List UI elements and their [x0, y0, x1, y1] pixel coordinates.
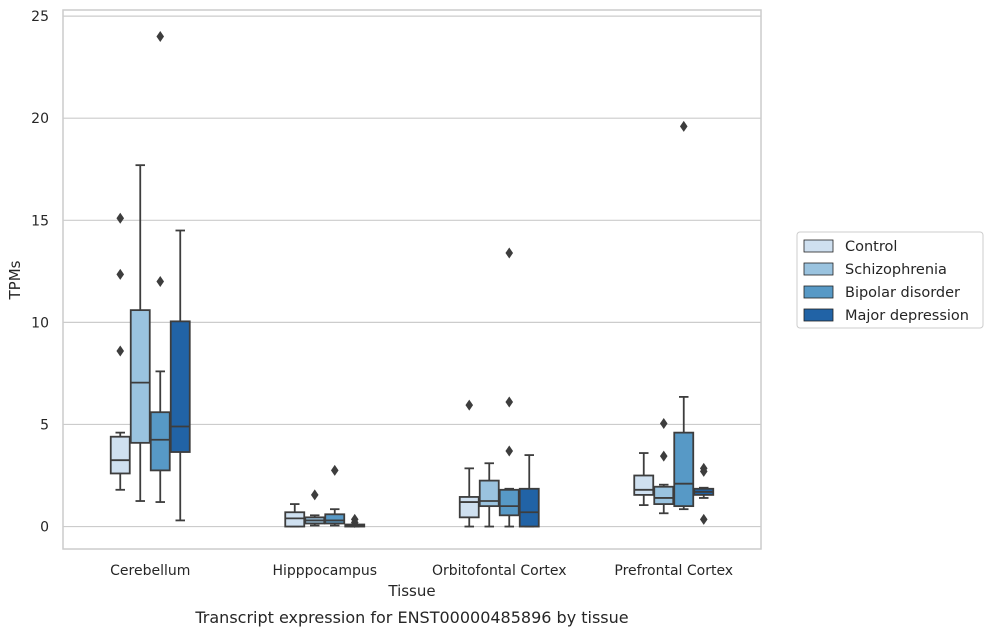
- box-0-0: [109, 212, 131, 491]
- y-axis-title: TPMs: [6, 260, 24, 300]
- legend-swatch: [803, 262, 834, 276]
- x-tick-label: Cerebellum: [110, 563, 190, 579]
- outlier-marker: [699, 462, 708, 474]
- box-0-1: [129, 164, 151, 502]
- box-groups: [109, 31, 715, 528]
- chart-caption: Transcript expression for ENST0000048589…: [194, 608, 628, 627]
- box-iqr: [673, 431, 695, 508]
- box-2-1: [478, 462, 500, 528]
- box-1-0: [284, 503, 306, 528]
- box-1-1: [304, 489, 326, 527]
- outlier-marker: [116, 268, 125, 280]
- box-iqr: [458, 496, 480, 519]
- legend: Control Schizophrenia Bipolar disorder Majo…: [796, 231, 984, 329]
- box-iqr: [653, 485, 675, 505]
- box-iqr: [324, 513, 346, 525]
- outlier-marker: [679, 120, 688, 132]
- box-2-3: [518, 454, 540, 528]
- box-2-0: [458, 399, 480, 528]
- x-tick-label: Orbitofontal Cortex: [432, 563, 567, 579]
- y-tick-label: 0: [40, 520, 49, 536]
- box-3-1: [653, 417, 675, 515]
- legend-swatch: [803, 308, 834, 322]
- outlier-marker: [310, 489, 319, 501]
- box-iqr: [518, 487, 540, 528]
- legend-frame: [796, 231, 984, 329]
- legend-label: Major depression: [845, 308, 969, 324]
- legend-label: Control: [845, 239, 897, 255]
- outlier-marker: [156, 31, 165, 43]
- y-tick-label: 20: [31, 111, 49, 127]
- box-iqr: [633, 474, 655, 496]
- box-iqr: [149, 411, 171, 472]
- outlier-marker: [465, 399, 474, 411]
- box-0-2: [149, 31, 171, 503]
- x-tick-label: Hipppocampus: [272, 563, 377, 579]
- plot-frame: [62, 9, 762, 550]
- y-tick-label: 10: [31, 315, 49, 331]
- outlier-marker: [699, 513, 708, 525]
- y-tick-labels: 0 5 10 15 20 25: [31, 9, 49, 535]
- x-tick-label: Prefrontal Cortex: [614, 563, 733, 579]
- outlier-marker: [505, 445, 514, 457]
- outlier-marker: [659, 450, 668, 462]
- legend-label: Bipolar disorder: [845, 285, 960, 301]
- box-iqr: [109, 435, 131, 475]
- outlier-marker: [116, 345, 125, 357]
- outlier-marker: [659, 417, 668, 429]
- x-tick-labels: Cerebellum Hipppocampus Orbitofontal Corte…: [110, 563, 733, 579]
- y-tick-label: 5: [40, 417, 49, 433]
- y-tick-label: 15: [31, 213, 49, 229]
- outlier-marker: [505, 247, 514, 259]
- outlier-marker: [350, 513, 359, 525]
- box-3-0: [633, 452, 655, 507]
- box-iqr: [478, 479, 500, 508]
- outlier-marker: [156, 276, 165, 288]
- legend-label: Schizophrenia: [845, 262, 947, 278]
- box-iqr: [284, 511, 306, 528]
- outlier-marker: [116, 212, 125, 224]
- x-axis-title: Tissue: [387, 582, 435, 600]
- box-iqr: [498, 488, 520, 517]
- box-iqr: [169, 320, 191, 453]
- box-iqr: [129, 309, 151, 444]
- legend-swatch: [803, 285, 834, 299]
- box-2-2: [498, 247, 520, 528]
- box-3-2: [673, 120, 695, 511]
- y-tick-label: 25: [31, 9, 49, 25]
- outlier-marker: [505, 396, 514, 408]
- outlier-marker: [330, 464, 339, 476]
- box-1-2: [324, 464, 346, 527]
- box-3-3: [693, 462, 715, 525]
- box-1-3: [344, 513, 366, 528]
- legend-swatch: [803, 239, 834, 253]
- box-0-3: [169, 229, 191, 522]
